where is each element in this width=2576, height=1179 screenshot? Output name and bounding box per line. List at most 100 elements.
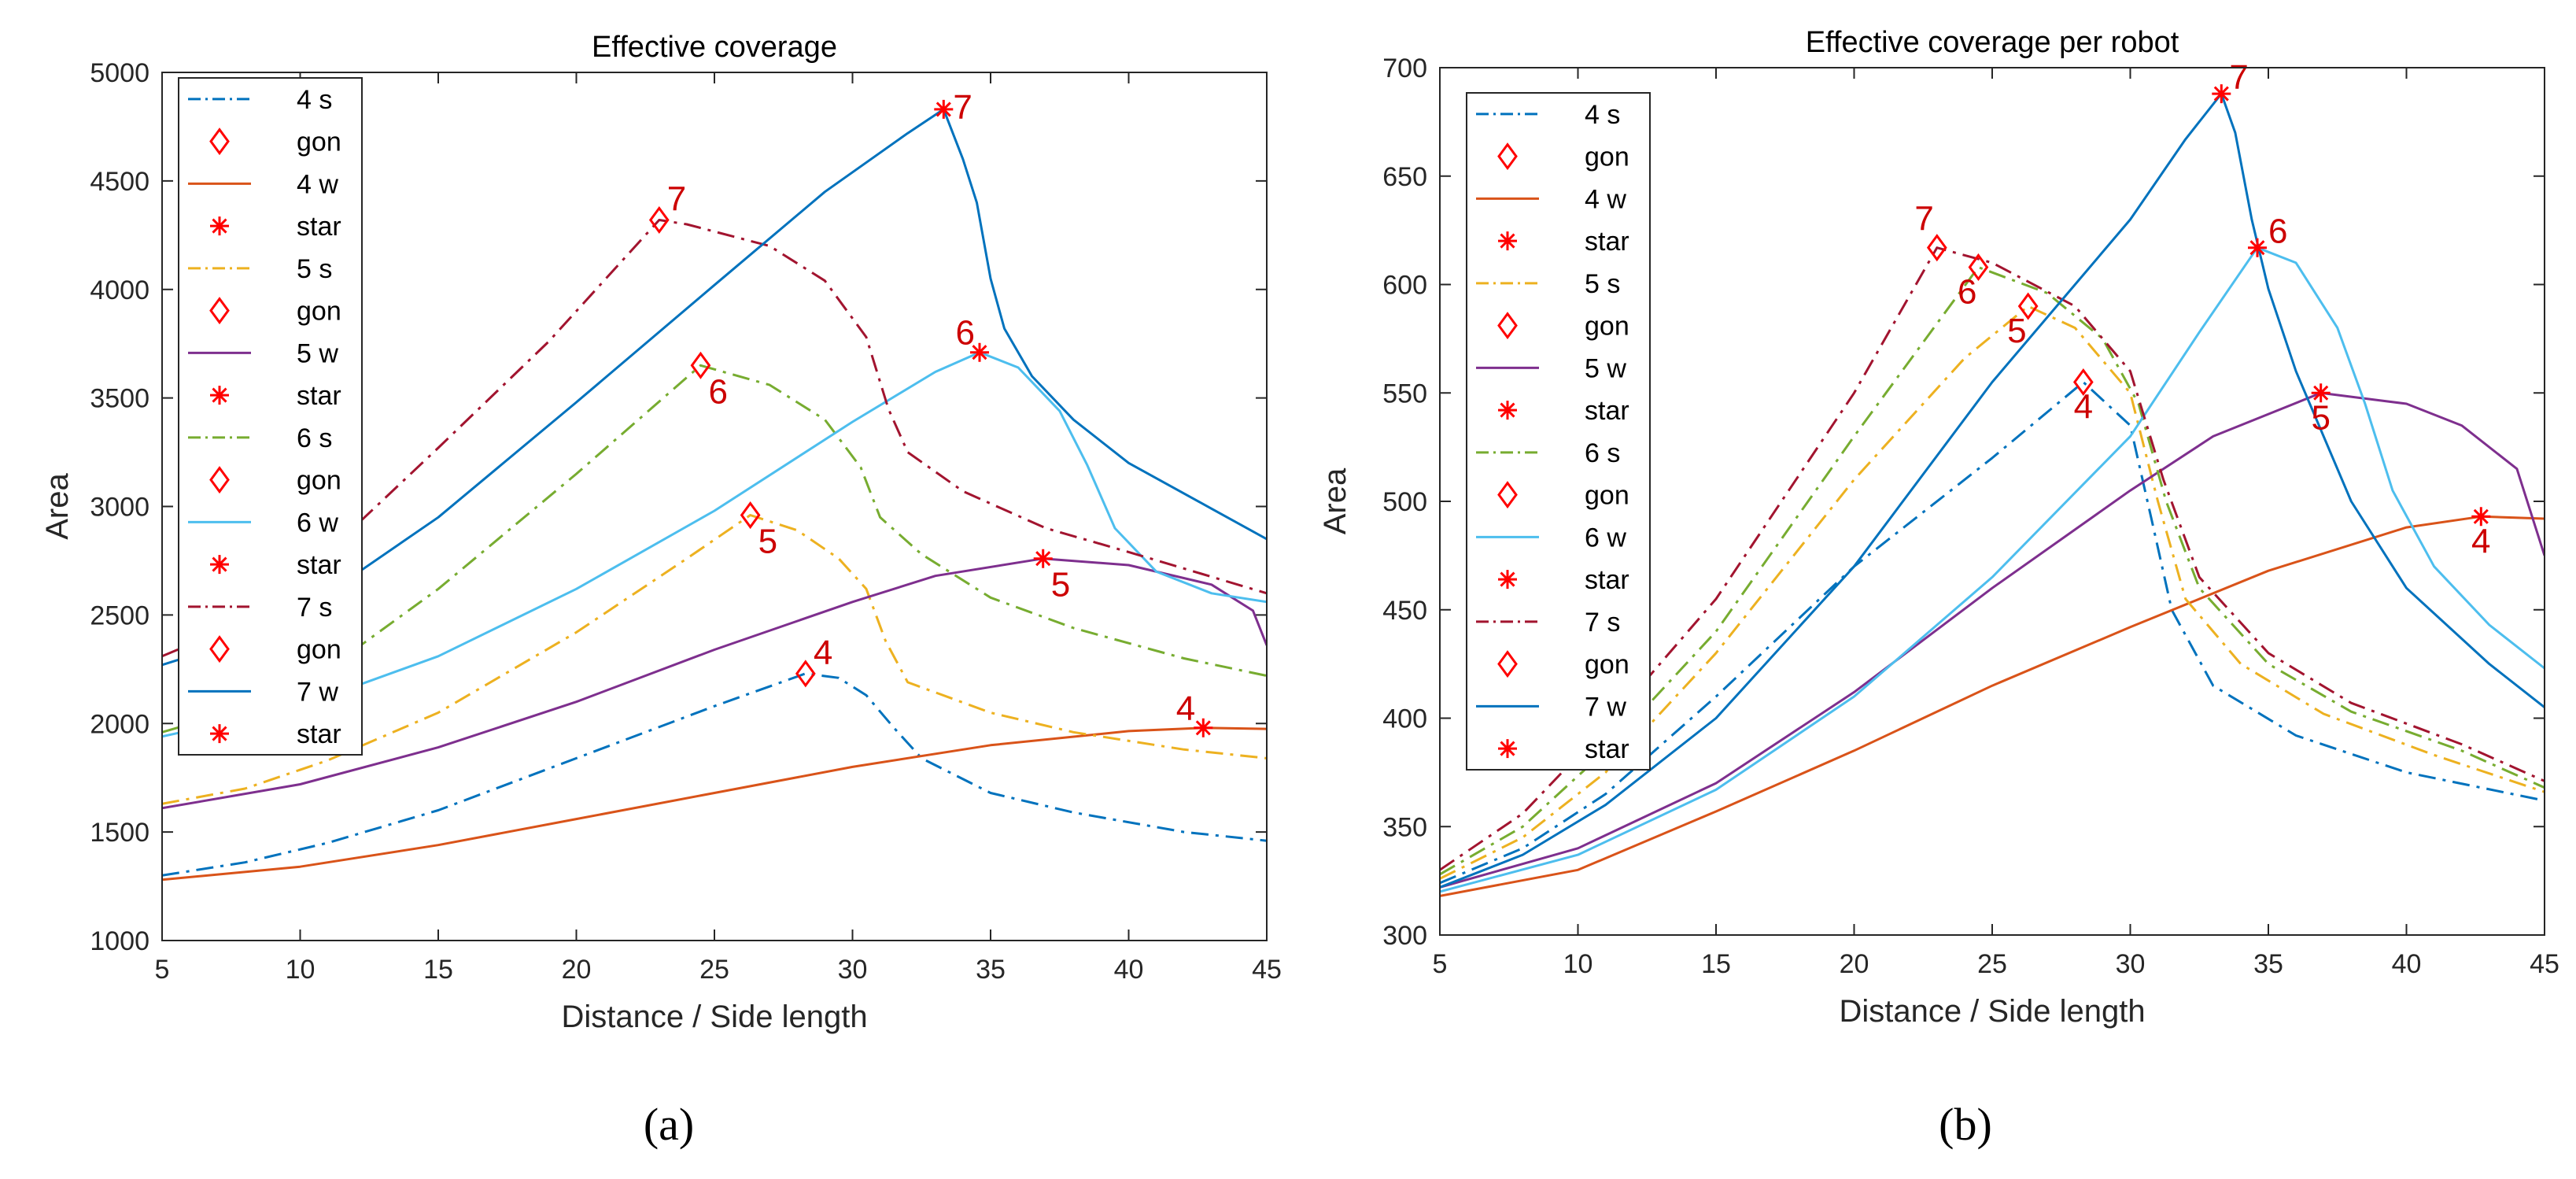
legend-entry-label: 5 w	[297, 338, 338, 368]
legend-entry-label: 5 s	[1585, 269, 1620, 299]
marker-label: 7	[953, 88, 972, 127]
x-tick-label: 25	[699, 955, 729, 985]
marker-label: 4	[2074, 387, 2093, 426]
y-tick-label: 4500	[90, 167, 149, 197]
legend-entry-label: star	[1585, 396, 1629, 426]
legend-entry-label: gon	[1585, 312, 1629, 342]
series-line-4-s	[1440, 381, 2545, 885]
legend-box	[1466, 92, 1651, 771]
panel-label-a: (a)	[644, 1099, 694, 1150]
legend-entry-label: 6 s	[297, 423, 332, 453]
legend-diamond-icon	[209, 635, 230, 663]
axes-box	[161, 72, 1268, 941]
legend-diamond-icon	[1497, 481, 1518, 509]
x-tick-label: 10	[286, 955, 316, 985]
star-marker	[2212, 84, 2231, 104]
series-line-7-s	[1440, 246, 2545, 871]
x-tick-label: 5	[1433, 949, 1448, 979]
legend-entry-label: star	[297, 381, 341, 411]
marker-label: 5	[1051, 566, 1070, 604]
diamond-marker	[795, 660, 816, 688]
chart-b: 5 10 15 20 25 30 35 40 4530035040045050055060065…	[1318, 26, 2559, 1029]
y-tick-label: 1000	[90, 926, 149, 956]
x-tick-label: 15	[423, 955, 453, 985]
legend-entry-label: gon	[297, 635, 341, 665]
marker-label: 5	[2007, 312, 2026, 350]
y-tick-label: 3000	[90, 493, 149, 523]
legend-entry-label: star	[297, 550, 341, 580]
legend-entry-label: gon	[297, 466, 341, 496]
y-axis-label: Area	[1318, 468, 1353, 534]
y-tick-label: 5000	[90, 58, 149, 88]
x-tick-label: 40	[2392, 949, 2422, 979]
y-tick-label: 600	[1382, 271, 1427, 301]
legend-star-icon	[1498, 570, 1517, 590]
y-tick-label: 700	[1382, 54, 1427, 83]
series-group	[162, 108, 1267, 881]
series-line-5-w	[1440, 391, 2545, 889]
star-marker	[934, 99, 954, 119]
marker-label: 6	[955, 314, 974, 353]
legend-entry-label: star	[1585, 565, 1629, 595]
star-marker	[2311, 383, 2331, 403]
panel-label-b: (b)	[1939, 1099, 1992, 1150]
legend-diamond-icon	[209, 297, 230, 325]
star-marker	[1033, 549, 1053, 568]
series-line-5-w	[162, 557, 1267, 810]
legend-diamond-icon	[1497, 312, 1518, 340]
marker-label: 4	[1176, 689, 1195, 728]
series-line-4-w	[162, 726, 1267, 881]
x-axis-label: Distance / Side length	[561, 1000, 867, 1034]
legend-entry-label: gon	[297, 297, 341, 327]
series-line-6-s	[1440, 266, 2545, 876]
marker-label: 6	[1958, 272, 1976, 311]
series-line-4-s	[162, 672, 1267, 877]
x-axis-label: Distance / Side length	[1839, 994, 2145, 1029]
marker-label: 7	[667, 180, 686, 219]
legend-box	[178, 77, 363, 756]
y-tick-label: 2500	[90, 601, 149, 630]
legend-diamond-icon	[209, 128, 230, 156]
series-line-4-w	[1440, 515, 2545, 897]
series-line-7-s	[162, 219, 1267, 658]
legend-entry-label: gon	[1585, 650, 1629, 680]
x-tick-label: 30	[838, 955, 868, 985]
x-tick-label: 15	[1701, 949, 1731, 979]
x-tick-label: 45	[2530, 949, 2559, 979]
legend-entry-label: star	[1585, 734, 1629, 764]
x-tick-label: 20	[1840, 949, 1869, 979]
legend-entry-label: star	[297, 719, 341, 749]
legend-entry-label: 6 w	[1585, 523, 1626, 553]
marker-label: 4	[814, 634, 832, 672]
marker-label: 6	[708, 372, 727, 411]
x-tick-label: 30	[2116, 949, 2146, 979]
star-marker	[2248, 238, 2267, 257]
legend-entry-label: 7 s	[1585, 608, 1620, 638]
legend-star-icon	[210, 724, 229, 744]
legend-diamond-icon	[1497, 650, 1518, 678]
x-tick-label: 10	[1563, 949, 1593, 979]
y-tick-label: 650	[1382, 162, 1427, 192]
x-tick-label: 20	[562, 955, 592, 985]
chart-title: Effective coverage per robot	[1806, 26, 2179, 59]
legend-star-icon	[1498, 231, 1517, 251]
legend-entry-label: 4 w	[1585, 184, 1626, 214]
legend-entry-label: 6 w	[297, 508, 338, 538]
diamond-marker	[2072, 368, 2094, 397]
diamond-marker	[2017, 292, 2039, 320]
legend-entry-label: 5 w	[1585, 353, 1626, 383]
y-tick-label: 400	[1382, 704, 1427, 734]
legend-diamond-icon	[209, 466, 230, 494]
legend-entry-label: gon	[1585, 142, 1629, 172]
star-marker	[970, 342, 989, 362]
y-tick-label: 3500	[90, 384, 149, 414]
legend-star-icon	[1498, 401, 1517, 420]
x-tick-label: 35	[976, 955, 1006, 985]
legend-star-icon	[1498, 739, 1517, 759]
diamond-marker	[648, 205, 670, 235]
star-marker	[1194, 718, 1213, 737]
legend-star-icon	[210, 216, 229, 236]
legend-entry-label: gon	[1585, 481, 1629, 511]
diamond-marker	[1926, 234, 1947, 262]
